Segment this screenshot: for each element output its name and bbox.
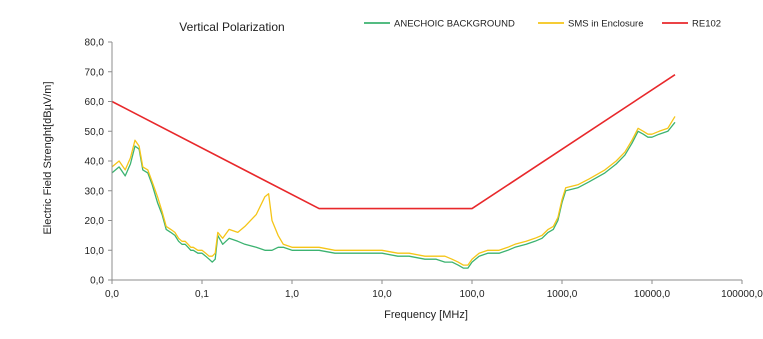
y-tick-label: 20,0: [85, 216, 105, 227]
legend-label: RE102: [692, 19, 721, 30]
series-line-sms-in-enclosure: [111, 116, 676, 266]
x-tick-label: 100000,0: [721, 289, 763, 300]
y-tick-label: 30,0: [85, 186, 105, 197]
tick-layer: 0,0 10,0 20,0 30,0 40,0 50,0 60,0 70,0 80,0 0,0 0,…: [85, 38, 763, 301]
y-tick-label: 0,0: [90, 276, 104, 287]
x-tick-label: 1,0: [285, 289, 299, 300]
legend-label: ANECHOIC BACKGROUND: [394, 19, 515, 30]
chart-title: Vertical Polarization: [179, 20, 284, 34]
y-tick-label: 80,0: [85, 38, 105, 49]
x-tick-label: 100,0: [459, 289, 484, 300]
series-line-re102: [111, 74, 676, 210]
y-tick-label: 70,0: [85, 67, 105, 78]
series-line-anechoic-background: [111, 121, 676, 269]
legend-label: SMS in Enclosure: [568, 19, 644, 30]
x-tick-label: 10000,0: [634, 289, 671, 300]
x-tick-label: 10,0: [372, 289, 392, 300]
y-tick-label: 60,0: [85, 97, 105, 108]
x-tick-label: 0,1: [195, 289, 209, 300]
x-tick-label: 1000,0: [547, 289, 578, 300]
y-axis-label: Electric Field Strenght[dBµV/m]: [42, 81, 54, 234]
y-tick-label: 10,0: [85, 246, 105, 257]
legend: ANECHOIC BACKGROUND SMS in Enclosure RE102: [364, 19, 721, 30]
y-tick-label: 40,0: [85, 157, 105, 168]
series-layer: [111, 74, 676, 269]
x-axis-label: Frequency [MHz]: [384, 309, 468, 321]
x-tick-label: 0,0: [105, 289, 119, 300]
y-tick-label: 50,0: [85, 127, 105, 138]
